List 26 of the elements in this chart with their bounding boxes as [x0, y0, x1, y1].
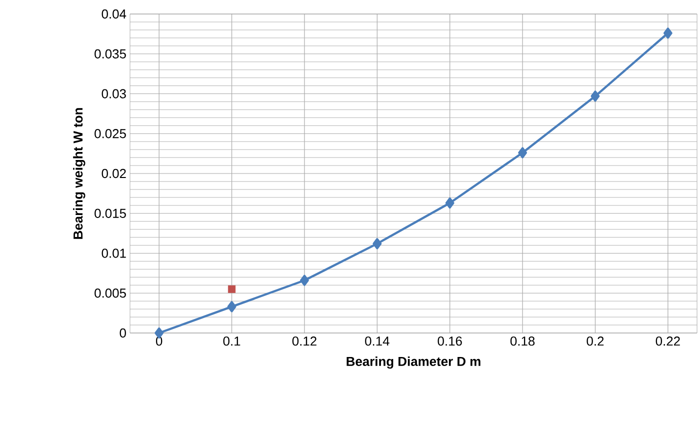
point — [300, 274, 309, 286]
point — [590, 90, 600, 102]
x-tick-label: 0.14 — [365, 336, 390, 346]
point — [663, 28, 672, 39]
x-tick-label: 0.18 — [510, 336, 535, 346]
x-tick-label: 0.12 — [292, 336, 316, 346]
x-axis-title: Bearing Diameter D m — [346, 356, 480, 369]
y-tick-label: 0.015 — [94, 208, 126, 218]
y-tick-label: 0.035 — [94, 49, 126, 58]
point — [372, 238, 382, 250]
point — [445, 197, 454, 209]
y-tick-label: 0.04 — [102, 9, 126, 19]
point — [227, 301, 236, 312]
x-tick-label: 0.2 — [586, 336, 604, 346]
point — [518, 147, 528, 158]
x-tick-label: 0.22 — [656, 336, 680, 346]
x-tick-label: 0.16 — [438, 336, 462, 346]
x-tick-label: 0.1 — [223, 336, 240, 346]
y-tick-label: 0.025 — [94, 129, 126, 138]
y-tick-label: 0.02 — [102, 168, 126, 178]
y-tick-label: 0.005 — [94, 288, 126, 298]
y-tick-label: 0 — [120, 328, 126, 338]
y-tick-label: 0.03 — [102, 89, 126, 98]
y-axis-title: Bearing weight W ton — [73, 108, 86, 239]
point — [228, 285, 236, 293]
y-tick-label: 0.01 — [102, 248, 126, 258]
